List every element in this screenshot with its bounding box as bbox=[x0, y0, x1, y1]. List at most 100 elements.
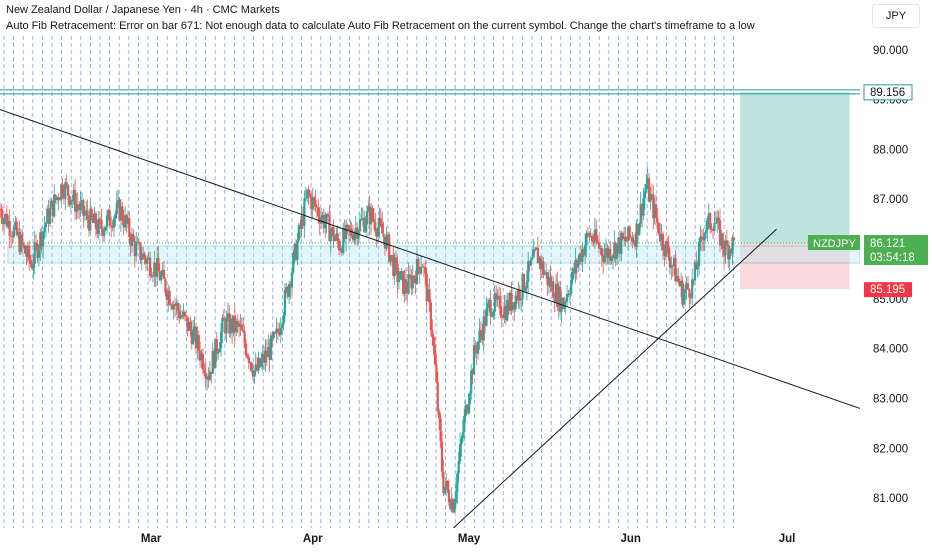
currency-button[interactable]: JPY bbox=[872, 4, 920, 28]
candle bbox=[144, 255, 147, 271]
candle bbox=[118, 197, 121, 222]
candle bbox=[347, 224, 350, 242]
candle-body bbox=[199, 350, 202, 361]
candle-body bbox=[730, 249, 733, 254]
candle-body bbox=[727, 244, 730, 260]
candle bbox=[453, 498, 456, 513]
candle-body bbox=[61, 184, 64, 194]
candle bbox=[375, 228, 378, 248]
candle bbox=[11, 231, 14, 244]
candle-body bbox=[623, 236, 626, 239]
candle bbox=[636, 223, 640, 245]
candle bbox=[201, 348, 204, 375]
candle-body bbox=[484, 316, 487, 326]
candle-body bbox=[718, 220, 722, 246]
candle bbox=[552, 275, 555, 299]
candle-body bbox=[385, 234, 388, 249]
candle bbox=[541, 255, 544, 278]
candle bbox=[80, 192, 84, 214]
candle bbox=[572, 262, 576, 279]
candle-body bbox=[268, 347, 271, 360]
candle-body bbox=[599, 248, 602, 249]
candle-body bbox=[289, 283, 292, 288]
candle bbox=[324, 211, 327, 238]
candle bbox=[698, 238, 701, 276]
candle bbox=[132, 229, 135, 243]
candle-body bbox=[18, 232, 21, 252]
candle-body bbox=[596, 241, 599, 243]
current-price-text: 86.121 bbox=[870, 238, 905, 250]
candle-body bbox=[282, 315, 285, 325]
candle bbox=[268, 339, 271, 372]
candle bbox=[450, 487, 453, 513]
candle bbox=[654, 194, 658, 226]
candle-body bbox=[496, 295, 499, 300]
candle bbox=[417, 256, 420, 275]
candle-body bbox=[303, 198, 306, 226]
candle-body bbox=[685, 283, 688, 290]
candle bbox=[217, 348, 220, 360]
candle bbox=[300, 206, 303, 238]
candle bbox=[702, 228, 705, 251]
candle bbox=[705, 220, 708, 239]
candle bbox=[727, 240, 730, 269]
candle-body bbox=[478, 330, 481, 342]
candle bbox=[283, 283, 286, 323]
candle-body bbox=[104, 227, 107, 231]
candle-body bbox=[579, 253, 583, 262]
candle bbox=[297, 223, 300, 243]
candle bbox=[381, 211, 384, 234]
candle-body bbox=[438, 411, 441, 419]
candle bbox=[597, 236, 601, 254]
candle-body bbox=[274, 332, 277, 334]
candle bbox=[428, 278, 431, 312]
candle bbox=[39, 228, 42, 262]
candle bbox=[176, 300, 179, 321]
candle-body bbox=[431, 330, 434, 338]
candle-body bbox=[156, 258, 159, 277]
candle-body bbox=[126, 218, 129, 224]
candle bbox=[682, 283, 685, 309]
candle bbox=[685, 276, 688, 301]
candle bbox=[429, 299, 432, 337]
candle bbox=[112, 215, 116, 237]
candle bbox=[670, 256, 673, 280]
candle bbox=[14, 215, 17, 230]
candle-body bbox=[111, 226, 114, 228]
candle-body bbox=[324, 223, 327, 229]
candle-body bbox=[561, 297, 564, 309]
candle-body bbox=[556, 283, 559, 307]
candle-body bbox=[25, 253, 28, 257]
candle-body bbox=[43, 227, 46, 232]
candle-body bbox=[582, 249, 585, 256]
candle bbox=[374, 212, 377, 236]
candle bbox=[407, 262, 410, 295]
candle bbox=[502, 313, 505, 319]
candle-body bbox=[92, 217, 95, 223]
candle bbox=[467, 393, 470, 415]
candle-body bbox=[684, 289, 687, 294]
candle bbox=[143, 251, 146, 265]
candle bbox=[260, 352, 263, 369]
candle bbox=[332, 219, 335, 248]
candle-body bbox=[407, 274, 410, 294]
candle bbox=[639, 191, 642, 228]
candle bbox=[515, 290, 519, 305]
candle-body bbox=[731, 237, 734, 254]
candle bbox=[265, 339, 268, 366]
candle bbox=[357, 229, 360, 245]
candle bbox=[40, 227, 43, 254]
candle bbox=[18, 220, 21, 255]
candle bbox=[645, 173, 648, 194]
candle bbox=[538, 256, 541, 270]
candle-body bbox=[336, 233, 339, 242]
candle-body bbox=[402, 271, 405, 294]
candle bbox=[225, 310, 228, 343]
candle bbox=[89, 200, 92, 233]
price-tick-label: 88.000 bbox=[873, 144, 908, 156]
candle-body bbox=[39, 232, 42, 250]
candle bbox=[693, 259, 696, 286]
candle-body bbox=[158, 271, 161, 281]
